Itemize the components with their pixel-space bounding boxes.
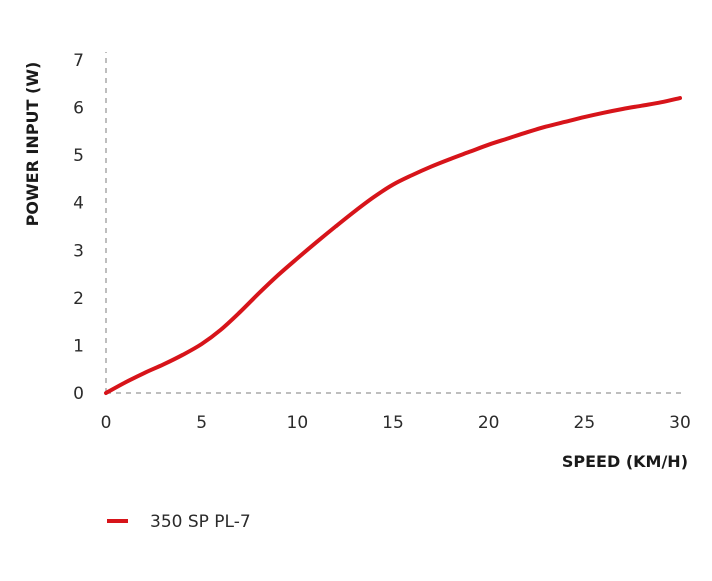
tick-labels: 0 1 2 3 4 5 6 7 0 5 10 15 20 25 30 <box>73 51 691 433</box>
y-tick-label: 1 <box>73 336 84 356</box>
y-tick-label: 7 <box>73 51 84 71</box>
y-tick-label: 2 <box>73 289 84 309</box>
x-tick-label: 15 <box>382 413 404 433</box>
x-axis-title: SPEED (KM/H) <box>562 452 688 471</box>
y-tick-label: 3 <box>73 241 84 261</box>
legend-label: 350 SP PL-7 <box>150 512 251 532</box>
axes <box>105 52 682 394</box>
series-lines <box>104 96 682 395</box>
y-tick-label: 6 <box>73 99 84 119</box>
y-tick-label: 5 <box>73 146 84 166</box>
y-tick-label: 0 <box>73 384 84 404</box>
x-tick-label: 5 <box>196 413 207 433</box>
y-axis-title: POWER INPUT (W) <box>23 62 42 227</box>
x-tick-label: 25 <box>574 413 596 433</box>
x-tick-label: 20 <box>478 413 500 433</box>
x-tick-label: 0 <box>101 413 112 433</box>
x-tick-label: 10 <box>287 413 309 433</box>
legend: 350 SP PL-7 <box>107 512 251 532</box>
series-line <box>104 96 682 395</box>
y-tick-label: 4 <box>73 194 84 214</box>
x-tick-label: 30 <box>669 413 691 433</box>
